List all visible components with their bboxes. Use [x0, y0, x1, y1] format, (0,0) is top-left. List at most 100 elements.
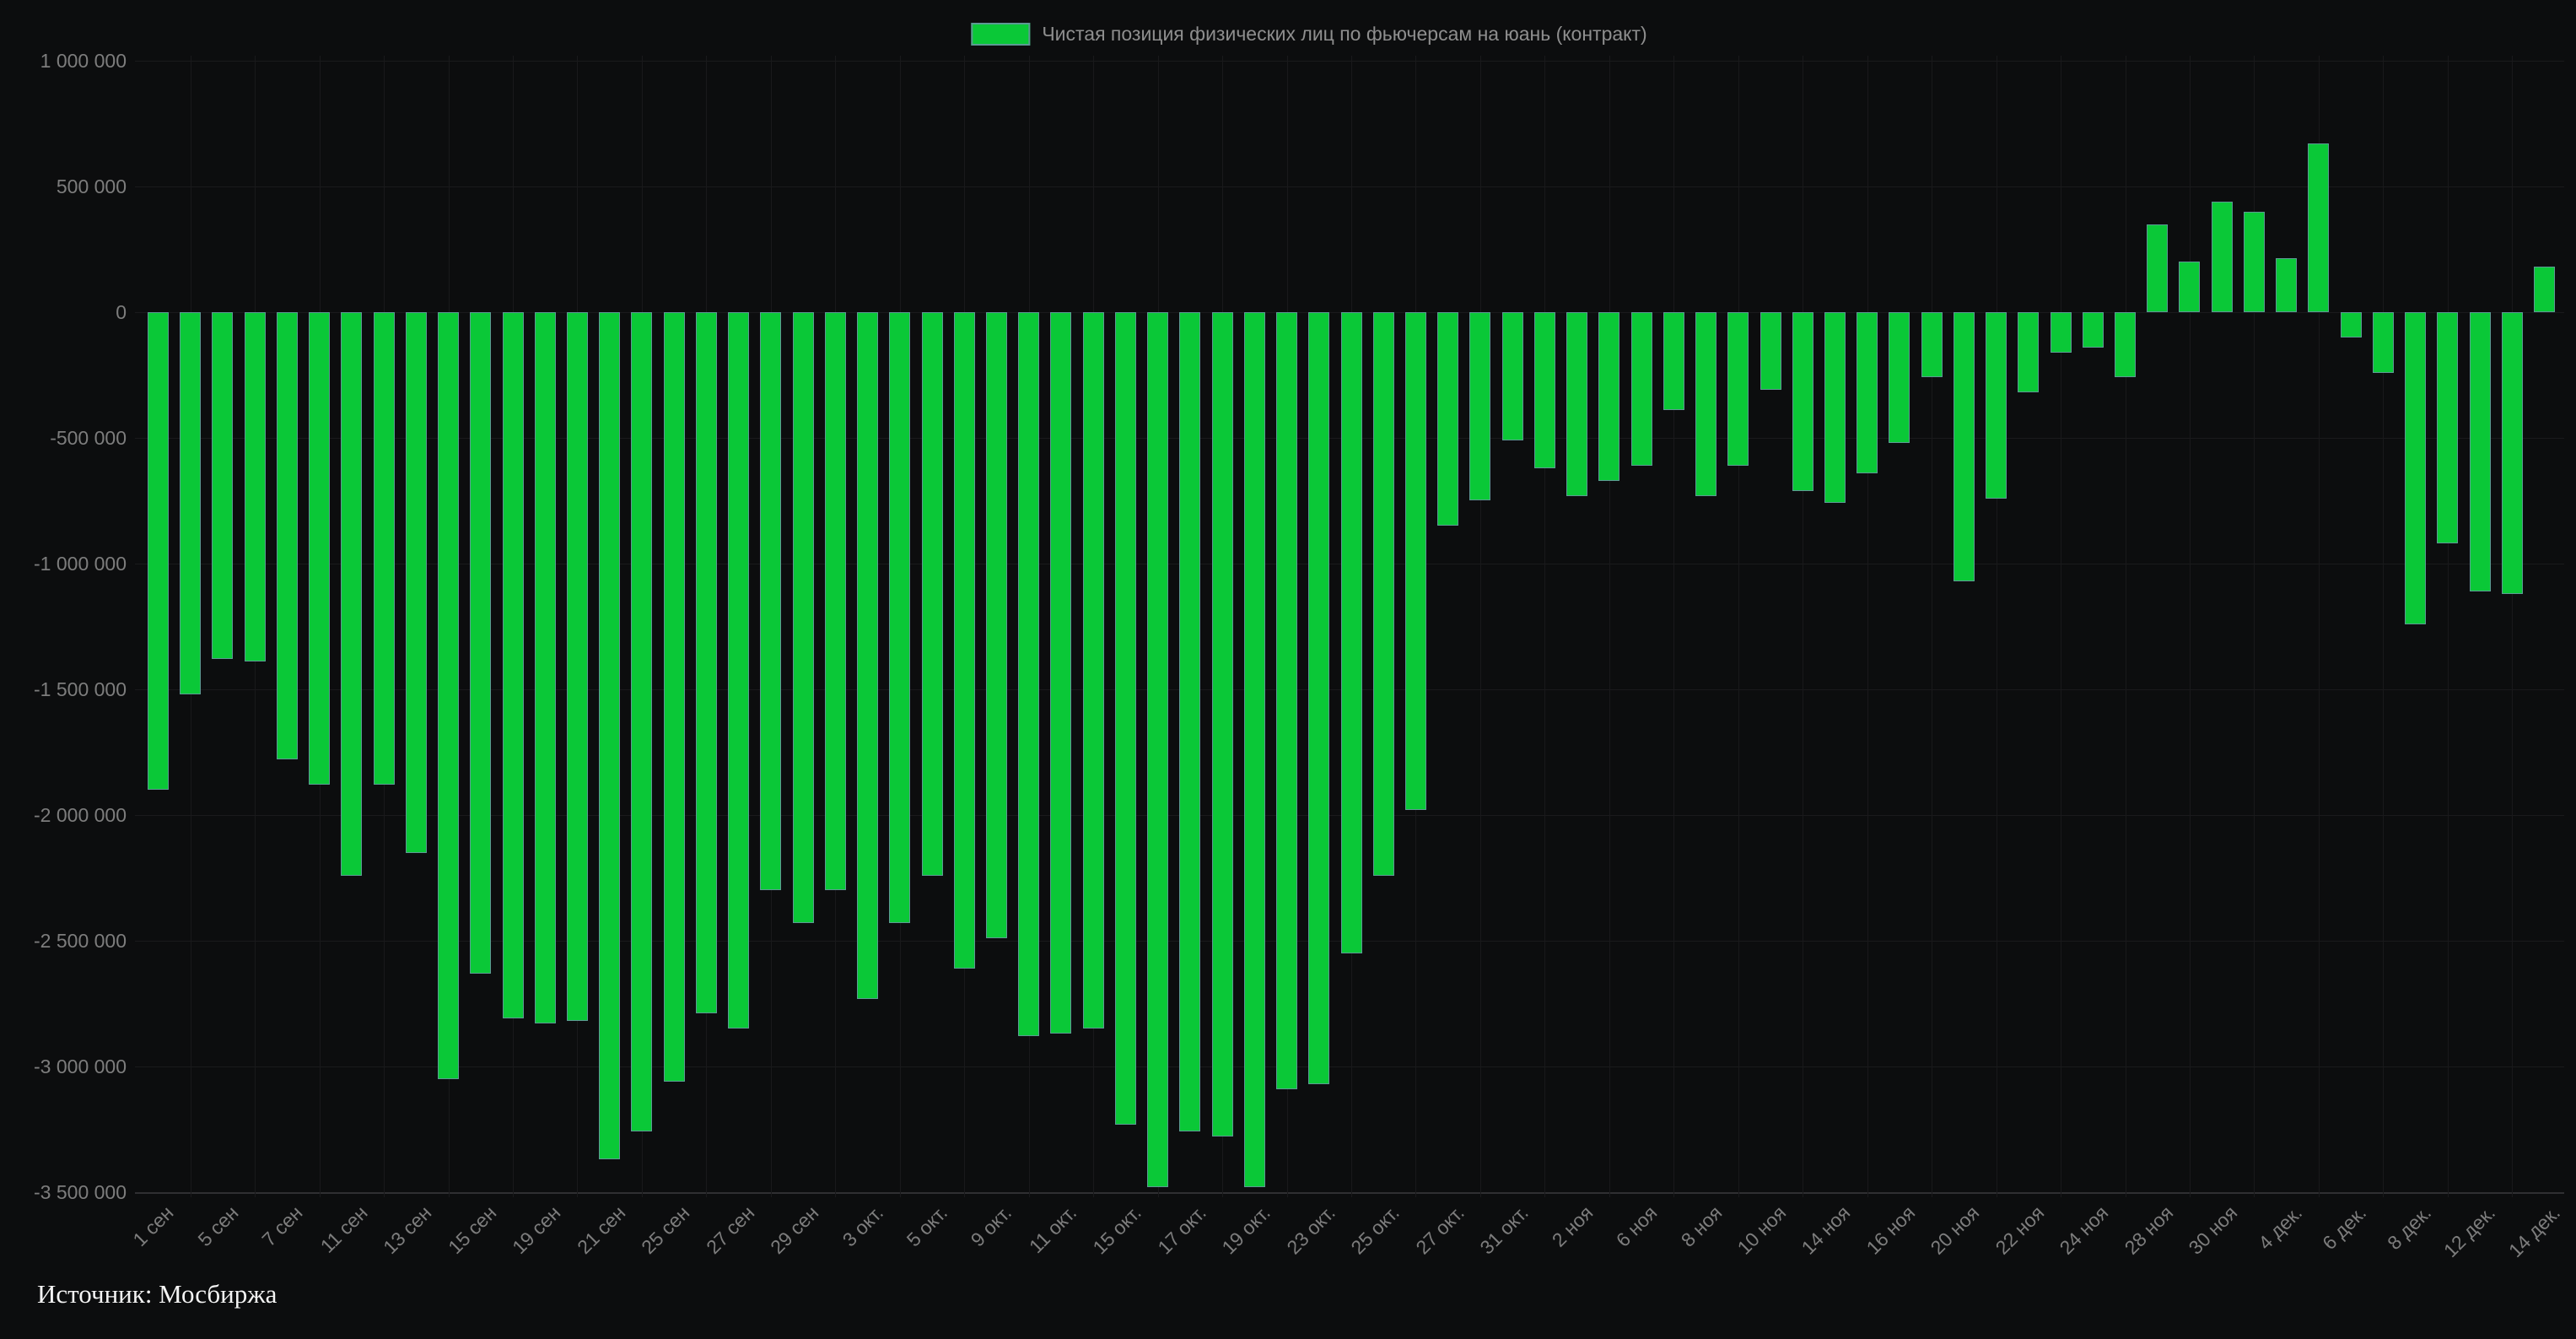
x-tick-label: 24 ноя	[2055, 1201, 2113, 1259]
bar[interactable]	[2502, 312, 2523, 594]
x-grid-line	[1544, 56, 1545, 1197]
bar[interactable]	[438, 312, 459, 1079]
x-tick-label: 2 ноя	[1547, 1201, 1598, 1251]
bar[interactable]	[599, 312, 620, 1159]
bar[interactable]	[309, 312, 330, 785]
bar[interactable]	[2276, 258, 2297, 312]
x-grid-line	[1867, 56, 1868, 1197]
x-tick-label: 23 окт.	[1281, 1201, 1339, 1259]
x-grid-line	[2512, 56, 2513, 1197]
bar[interactable]	[760, 312, 781, 890]
bar[interactable]	[277, 312, 298, 759]
x-tick-label: 5 окт.	[902, 1201, 952, 1251]
bar[interactable]	[406, 312, 427, 853]
bar[interactable]	[2437, 312, 2458, 543]
x-tick-label: 27 сен	[702, 1201, 759, 1259]
bar[interactable]	[1147, 312, 1168, 1187]
bar[interactable]	[2115, 312, 2136, 377]
bar[interactable]	[793, 312, 814, 923]
bar[interactable]	[825, 312, 846, 890]
bar[interactable]	[1373, 312, 1394, 876]
bar[interactable]	[2308, 143, 2329, 312]
bar[interactable]	[2212, 202, 2233, 312]
bar[interactable]	[2179, 262, 2200, 312]
bar[interactable]	[1921, 312, 1943, 377]
bar[interactable]	[1695, 312, 1716, 496]
bar[interactable]	[1727, 312, 1749, 466]
bar[interactable]	[1212, 312, 1233, 1137]
y-tick-label: -2 500 000	[34, 930, 127, 952]
y-tick-label: 1 000 000	[40, 50, 127, 72]
bar[interactable]	[1502, 312, 1523, 440]
bar[interactable]	[1179, 312, 1200, 1131]
bar[interactable]	[1244, 312, 1265, 1187]
bar[interactable]	[2018, 312, 2039, 392]
bar[interactable]	[1308, 312, 1329, 1084]
bar[interactable]	[1534, 312, 1555, 468]
bar[interactable]	[470, 312, 491, 974]
bar[interactable]	[2341, 312, 2362, 337]
bar[interactable]	[986, 312, 1007, 938]
bar[interactable]	[374, 312, 395, 785]
x-tick-label: 17 окт.	[1152, 1201, 1210, 1259]
bar[interactable]	[567, 312, 588, 1021]
bar[interactable]	[245, 312, 266, 661]
y-tick-label: -1 000 000	[34, 553, 127, 575]
bar[interactable]	[1437, 312, 1458, 526]
legend-item[interactable]: Чистая позиция физических лиц по фьючерс…	[971, 23, 1647, 46]
bar[interactable]	[2051, 312, 2072, 353]
bar[interactable]	[1566, 312, 1587, 496]
x-tick-label: 15 окт.	[1087, 1201, 1145, 1259]
bar[interactable]	[1631, 312, 1652, 466]
bar[interactable]	[954, 312, 975, 969]
bar[interactable]	[1986, 312, 2007, 499]
bar[interactable]	[631, 312, 652, 1131]
bar[interactable]	[1018, 312, 1039, 1036]
bar[interactable]	[1857, 312, 1878, 473]
bar[interactable]	[535, 312, 556, 1023]
bar[interactable]	[341, 312, 362, 876]
bar[interactable]	[1598, 312, 1619, 481]
y-tick-label: 500 000	[56, 175, 127, 197]
y-grid-line	[135, 186, 2564, 187]
bar[interactable]	[2373, 312, 2394, 373]
bar[interactable]	[889, 312, 910, 923]
bar[interactable]	[2083, 312, 2104, 348]
bar[interactable]	[2244, 212, 2265, 312]
bar[interactable]	[1341, 312, 1362, 953]
x-tick-label: 21 сен	[573, 1201, 630, 1259]
bar[interactable]	[180, 312, 201, 694]
bar[interactable]	[2147, 224, 2168, 312]
bar[interactable]	[1792, 312, 1813, 491]
y-tick-label: -1 500 000	[34, 678, 127, 700]
bar[interactable]	[1760, 312, 1781, 390]
bar[interactable]	[728, 312, 749, 1029]
bar[interactable]	[148, 312, 169, 790]
bar[interactable]	[857, 312, 878, 999]
x-grid-line	[1738, 56, 1739, 1197]
x-grid-line	[1609, 56, 1610, 1197]
bar[interactable]	[1663, 312, 1684, 410]
x-tick-label: 6 дек.	[2318, 1201, 2371, 1255]
bar[interactable]	[1083, 312, 1104, 1029]
bar[interactable]	[1405, 312, 1426, 810]
bar[interactable]	[1824, 312, 1846, 503]
bar[interactable]	[1954, 312, 1975, 581]
y-tick-label: -500 000	[50, 427, 127, 449]
bar[interactable]	[2534, 267, 2555, 312]
x-tick-label: 11 сен	[315, 1201, 372, 1257]
x-grid-line	[2254, 56, 2255, 1197]
bar[interactable]	[212, 312, 233, 659]
bar[interactable]	[1050, 312, 1071, 1034]
bar[interactable]	[1115, 312, 1136, 1125]
bar[interactable]	[2470, 312, 2491, 591]
bar[interactable]	[922, 312, 943, 876]
bar[interactable]	[1469, 312, 1490, 500]
bar[interactable]	[1276, 312, 1297, 1089]
x-tick-label: 8 ноя	[1676, 1201, 1727, 1251]
bar[interactable]	[2405, 312, 2426, 624]
bar[interactable]	[1889, 312, 1910, 443]
bar[interactable]	[503, 312, 524, 1018]
bar[interactable]	[696, 312, 717, 1013]
bar[interactable]	[664, 312, 685, 1082]
